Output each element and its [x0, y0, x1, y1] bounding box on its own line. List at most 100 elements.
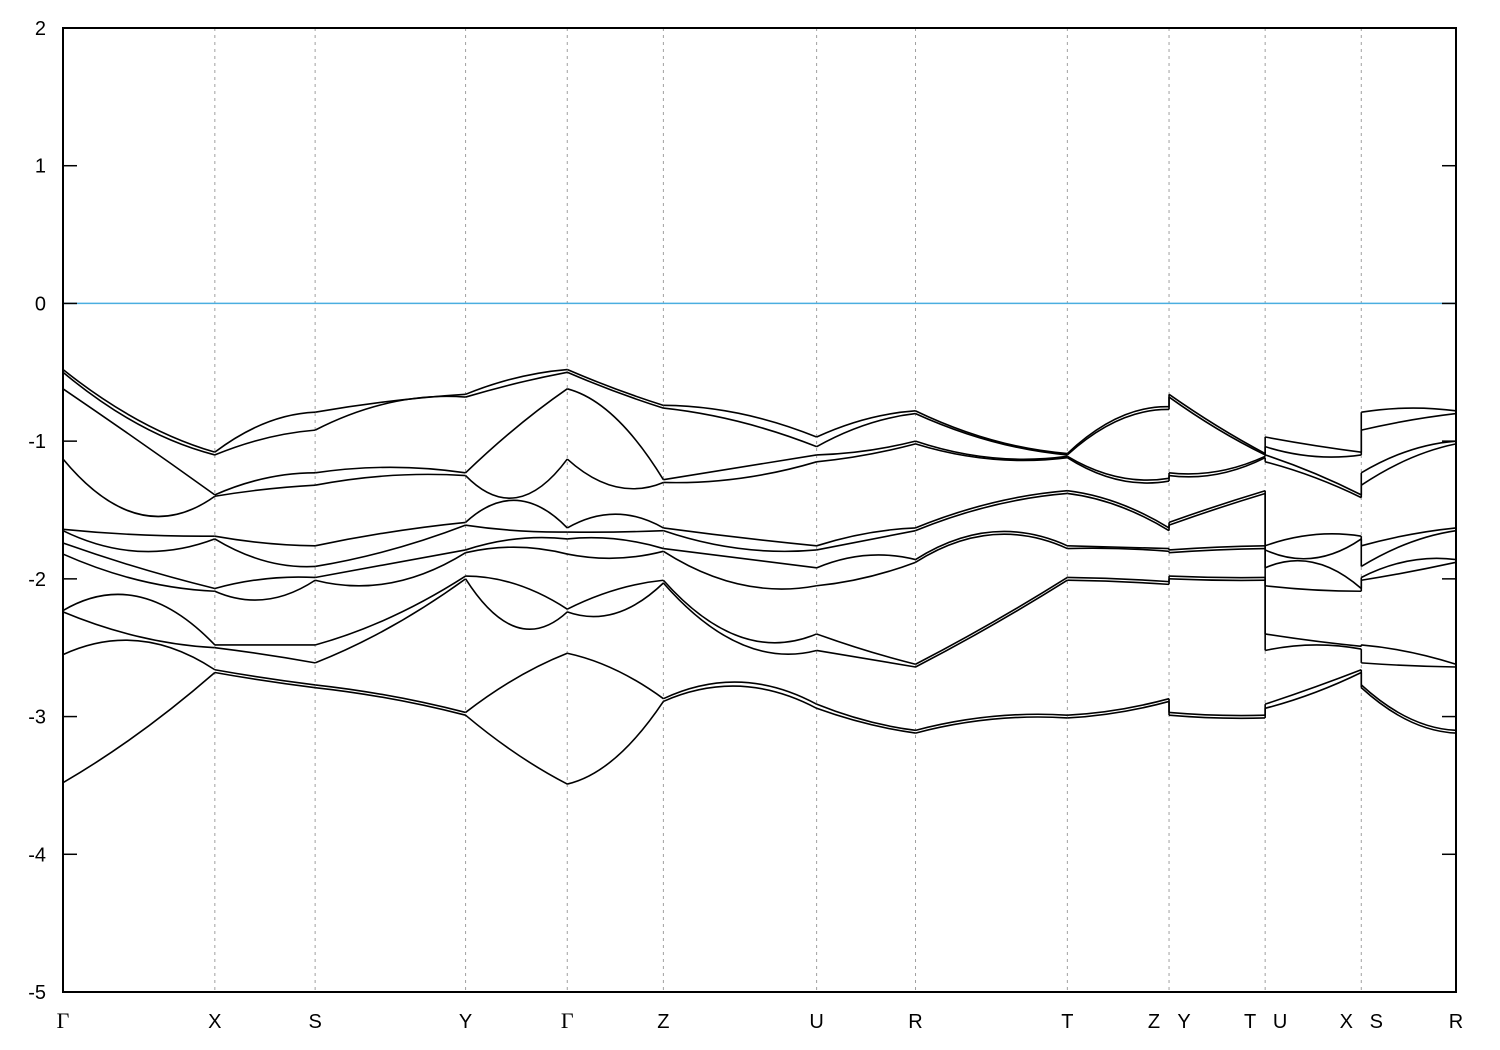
band-11-Y-Γ [465, 652, 568, 714]
band-6-Γ-X [62, 529, 216, 553]
y-tick-label: -3 [28, 707, 46, 729]
band-2-Y-Γ [465, 371, 568, 398]
x-tick-label: Γ [561, 1008, 574, 1033]
band-8-S-R [1361, 561, 1457, 582]
x-tick-label: Γ [57, 1008, 70, 1033]
band-5-X-S [214, 535, 316, 547]
band-6-Y-Γ [465, 524, 568, 533]
band-6-S-R [1360, 529, 1457, 568]
band-7-X-S [214, 576, 316, 590]
band-2-Γ-X [62, 371, 216, 456]
band-11-R-T [915, 713, 1068, 732]
band-8-U-X [1265, 584, 1362, 593]
band-1-Γ-X [62, 368, 216, 453]
y-tick-label: -2 [28, 569, 46, 591]
band-9-Γ-X [62, 593, 216, 646]
x-tick-label: U [1273, 1011, 1287, 1033]
band-4-Y-T [1168, 456, 1266, 478]
y-tick-label: 2 [35, 18, 46, 40]
band-10-S-Y [314, 578, 467, 664]
band-12-X-S [214, 671, 316, 689]
band-9-T-Z [1067, 576, 1170, 583]
band-7-U-R [816, 554, 916, 569]
band-2-U-R [816, 412, 916, 448]
band-8-T-Z [1067, 547, 1170, 553]
band-6-R-T [915, 492, 1068, 532]
band-3-Γ-Z [567, 388, 665, 481]
band-9-Z-U [662, 579, 817, 644]
band-1-U-X [1265, 436, 1362, 453]
x-tick-label: Z [1148, 1011, 1160, 1033]
band-3-Y-Γ [465, 388, 568, 474]
band-12-Γ-Z [567, 700, 665, 785]
band-3-S-Y [315, 466, 466, 474]
band-2-R-T [915, 412, 1068, 456]
band-6-S-Y [315, 524, 466, 568]
band-2-X-S [214, 429, 316, 456]
band-7-R-T [915, 530, 1068, 561]
band-11-U-R [816, 703, 916, 732]
y-tick-label: -4 [28, 844, 46, 866]
band-11-S-R [1360, 684, 1457, 732]
band-1-R-T [915, 410, 1068, 455]
band-2-Z-U [663, 407, 817, 448]
x-tick-label: X [208, 1011, 221, 1033]
band-2-T-Z [1066, 408, 1170, 456]
y-tick-label: -5 [28, 982, 46, 1004]
band-2-S-R [1361, 412, 1457, 431]
band-8-Γ-X [62, 553, 215, 593]
band-4-Γ-X [62, 458, 216, 518]
band-4-Z-U [663, 461, 817, 484]
grid-lines [214, 28, 1362, 992]
band-10-Y-Γ [464, 578, 568, 630]
band-7-Y-Γ [465, 536, 568, 551]
x-tick-label: Y [1177, 1011, 1190, 1033]
band-1-S-Y [314, 393, 466, 414]
band-12-Γ-X [62, 671, 216, 784]
band-9-S-R [1361, 644, 1457, 666]
band-4-S-Y [314, 473, 466, 486]
band-7-Γ-X [62, 542, 216, 590]
band-1-S-R [1361, 407, 1457, 414]
x-tick-label: Z [657, 1011, 669, 1033]
band-4-U-X [1264, 461, 1362, 499]
y-tick-label: 1 [35, 156, 46, 178]
band-6-U-R [816, 529, 916, 551]
band-12-R-T [915, 716, 1068, 734]
band-10-U-X [1264, 644, 1362, 652]
band-3-S-R [1360, 440, 1457, 474]
band-11-Y-T [1168, 711, 1266, 717]
band-12-U-X [1264, 671, 1362, 710]
band-10-Y-T [1169, 578, 1266, 582]
band-3-X-S [214, 472, 316, 496]
band-1-Y-T [1168, 393, 1266, 455]
band-6-Y-T [1168, 492, 1266, 526]
x-tick-label: X [1340, 1011, 1353, 1033]
x-tick-label: U [809, 1011, 823, 1033]
x-tick-label: S [1370, 1011, 1383, 1033]
band-3-R-T [915, 440, 1068, 461]
band-11-S-Y [315, 684, 466, 714]
band-7-T-Z [1067, 545, 1170, 550]
band-5-S-Y [314, 521, 466, 547]
x-tick-label: S [308, 1011, 321, 1033]
bands [62, 368, 1457, 785]
band-7-Γ-Z [567, 536, 664, 550]
band-8-X-S [214, 579, 316, 601]
band-4-R-T [915, 443, 1068, 462]
band-11-Z-U [663, 681, 817, 705]
band-1-X-S [214, 411, 316, 453]
x-tick-label: T [1061, 1011, 1073, 1033]
band-2-Y-T [1168, 396, 1266, 456]
band-11-Γ-Z [567, 652, 664, 700]
band-5-Γ-X [62, 528, 215, 538]
band-1-Z-U [663, 404, 817, 438]
band-9-U-X [1265, 633, 1362, 648]
band-5-R-T [915, 489, 1068, 529]
band-10-R-T [915, 579, 1068, 668]
band-9-Y-T [1169, 575, 1266, 579]
band-10-S-R [1361, 662, 1457, 668]
band-12-S-R [1360, 687, 1457, 734]
band-1-T-Z [1066, 405, 1170, 455]
